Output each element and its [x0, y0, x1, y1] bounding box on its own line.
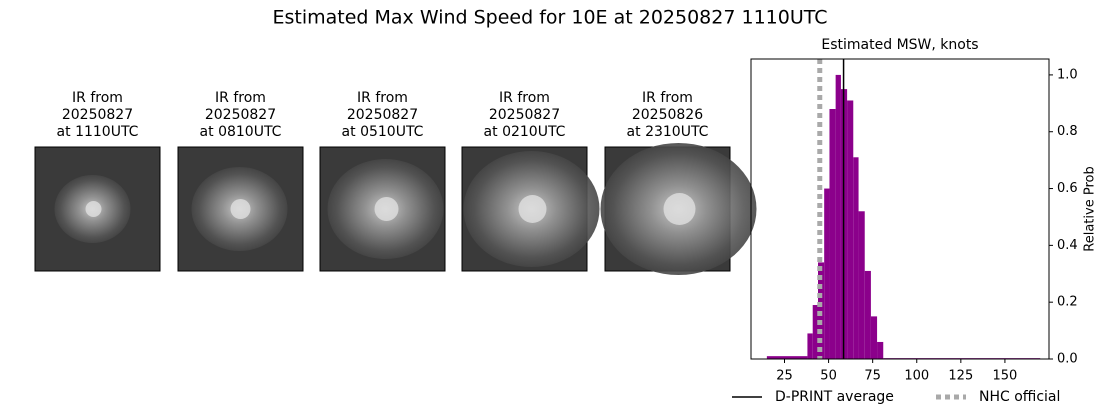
panel-label: 20250827	[347, 107, 418, 123]
panel-label: 20250827	[489, 107, 560, 123]
bar	[812, 305, 819, 359]
panel-label: at 0810UTC	[200, 124, 282, 140]
bar	[877, 341, 884, 359]
x-tick-label: 125	[948, 369, 973, 384]
panel-label: at 0210UTC	[484, 124, 566, 140]
ir-eye	[230, 199, 251, 219]
y-tick-label: 0.6	[1057, 181, 1078, 196]
ir-eye	[85, 201, 102, 217]
bar	[818, 262, 825, 359]
bar	[807, 333, 813, 359]
y-tick-label: 0.2	[1057, 295, 1078, 310]
plot-frame	[750, 58, 1050, 360]
x-tick-label: 150	[993, 369, 1018, 384]
panel-label: 20250827	[205, 107, 276, 123]
y-tick-label: 0.0	[1057, 352, 1078, 367]
panel-label: IR from	[215, 90, 266, 106]
figure-title: Estimated Max Wind Speed for 10E at 2025…	[272, 7, 827, 29]
x-tick-label: 25	[776, 369, 793, 384]
bar	[870, 316, 878, 359]
x-tick-label: 75	[864, 369, 881, 384]
panel-label: at 2310UTC	[627, 124, 709, 140]
panel-label: at 0510UTC	[342, 124, 424, 140]
bar	[766, 356, 808, 359]
ir-eye	[518, 195, 547, 223]
y-axis-label: Relative Prob	[1083, 166, 1098, 251]
y-tick-label: 0.8	[1057, 124, 1078, 139]
bar	[829, 109, 836, 359]
legend-label: D-PRINT average	[775, 389, 894, 405]
x-tick-label: 50	[820, 369, 837, 384]
y-tick-label: 0.4	[1057, 238, 1078, 253]
panel-label: at 1110UTC	[57, 124, 139, 140]
bar	[858, 211, 865, 359]
bar	[847, 100, 854, 360]
legend-label: NHC official	[979, 389, 1060, 405]
ir-eye	[374, 197, 399, 221]
x-tick-label: 100	[904, 369, 929, 384]
chart-title: Estimated MSW, knots	[821, 37, 978, 53]
bar	[835, 74, 841, 359]
bar	[864, 270, 871, 359]
bar	[853, 157, 859, 359]
panel-label: IR from	[642, 90, 693, 106]
panel-label: 20250827	[62, 107, 133, 123]
panel-label: 20250826	[632, 107, 703, 123]
y-tick-label: 1.0	[1057, 67, 1078, 82]
panel-label: IR from	[357, 90, 408, 106]
panel-label: IR from	[499, 90, 550, 106]
bar	[824, 188, 830, 359]
ir-eye	[663, 193, 696, 225]
panel-label: IR from	[72, 90, 123, 106]
